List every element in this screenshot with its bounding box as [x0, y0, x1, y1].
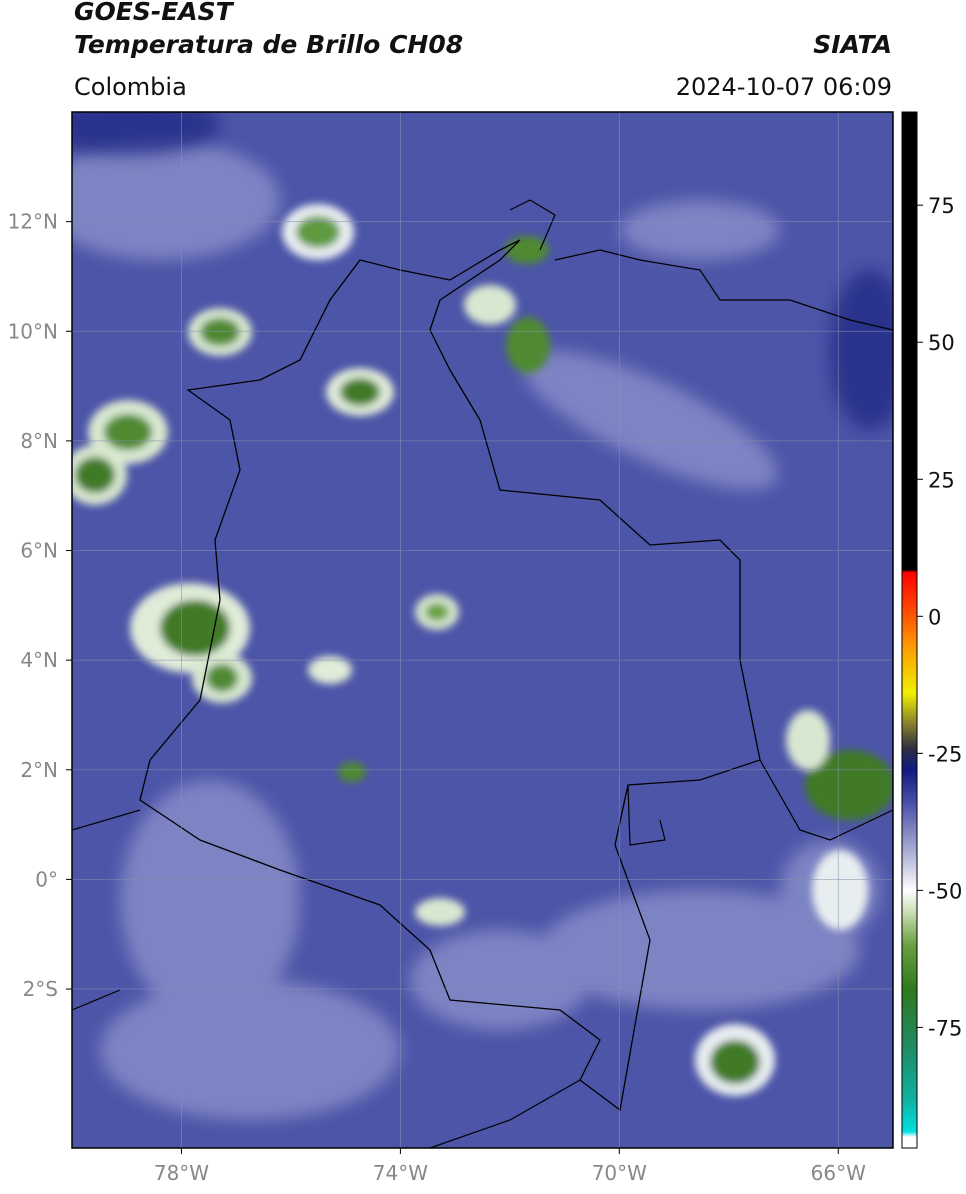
lon-tick-label: 74°W	[373, 1161, 428, 1185]
lat-tick-label: 10°N	[8, 319, 58, 343]
lon-tick-label: 66°W	[811, 1161, 866, 1185]
datetime: 2024-10-07 06:09	[676, 73, 892, 101]
colorbar-tick-label: 0	[928, 605, 941, 629]
satellite-image	[72, 112, 893, 1148]
graticule	[72, 112, 893, 1148]
colorbar-tick-label: 25	[928, 468, 955, 492]
lon-tick-label: 70°W	[592, 1161, 647, 1185]
colorbar-tick-label: 50	[928, 331, 955, 355]
lat-tick-label: 12°N	[8, 210, 58, 234]
lon-tick-label: 78°W	[154, 1161, 209, 1185]
subtitle: Temperatura de Brillo CH08	[74, 30, 463, 59]
source: SIATA	[813, 30, 892, 59]
map-frame	[71, 111, 894, 1149]
lat-tick-label: 8°N	[20, 429, 58, 453]
lat-tick-label: 2°S	[23, 977, 58, 1001]
colorbar-tick-label: -50	[928, 879, 962, 903]
colorbar-tick-label: 75	[928, 194, 955, 218]
colorbar-tick-label: -75	[928, 1016, 962, 1040]
lat-tick-label: 0°	[35, 867, 58, 891]
region: Colombia	[74, 73, 187, 101]
colorbar-tick-label: -25	[928, 742, 962, 766]
colorbar	[901, 111, 918, 1149]
lat-tick-label: 4°N	[20, 648, 58, 672]
lat-tick-label: 6°N	[20, 539, 58, 563]
lat-tick-label: 2°N	[20, 758, 58, 782]
title: GOES-EAST	[74, 0, 235, 26]
